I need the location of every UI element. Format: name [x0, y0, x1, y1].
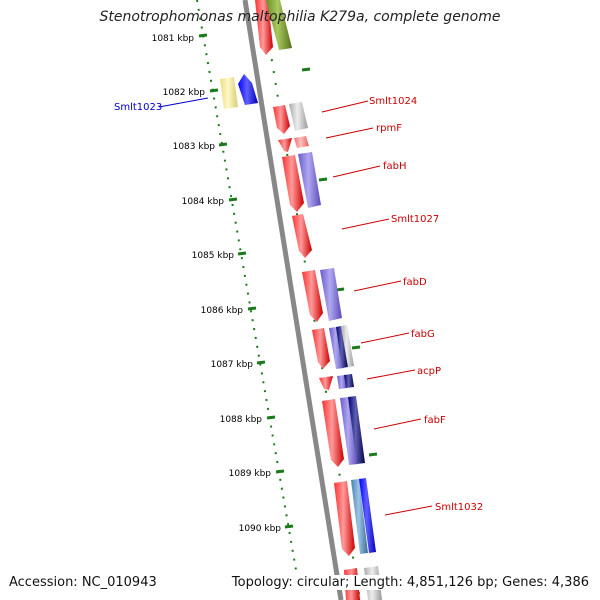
- feature-violet: [329, 327, 344, 369]
- map-title: Stenotrophomonas maltophilia K279a, comp…: [99, 9, 501, 25]
- genome-backbone: [242, 0, 344, 600]
- feature-violet: [340, 397, 358, 465]
- cds-arrow: [319, 376, 333, 390]
- gene-label-smlt1027: Smlt1027: [391, 214, 439, 225]
- tick-label: 1085 kbp: [192, 251, 235, 261]
- scale-track: [196, 0, 297, 571]
- gene-label-smlt1023: Smlt1023: [114, 102, 162, 113]
- accession-text: Accession: NC_010943: [9, 575, 157, 590]
- feature-pink: [294, 136, 309, 148]
- feature-navy: [344, 374, 354, 388]
- cds-arrow: [278, 138, 292, 152]
- feature-navy: [348, 396, 365, 464]
- cds-arrow: [312, 328, 330, 369]
- cds-arrow: [334, 481, 355, 556]
- feature-steel: [351, 479, 368, 554]
- feature-blue: [359, 478, 376, 553]
- tick-label: 1087 kbp: [211, 360, 254, 370]
- cds-arrow: [273, 105, 290, 134]
- feature-olive: [266, 0, 292, 50]
- feature-yellow: [220, 77, 238, 109]
- smlt1023-features: [220, 74, 258, 109]
- gene-label-fabh: fabH: [383, 161, 407, 172]
- label-leaders: [158, 97, 433, 516]
- outer-ticks: [301, 67, 378, 457]
- gene-label-fabf: fabF: [424, 415, 446, 426]
- tick-label: 1088 kbp: [220, 415, 263, 425]
- gene-label-rpmf: rpmF: [376, 123, 402, 134]
- gene-label-smlt1024: Smlt1024: [369, 96, 417, 107]
- topology-text: Topology: circular; Length: 4,851,126 bp…: [231, 575, 589, 590]
- tick-label: 1090 kbp: [239, 524, 282, 534]
- cds-forward-track: [255, 0, 360, 600]
- tick-label: 1086 kbp: [201, 306, 244, 316]
- feature-gray: [289, 102, 308, 131]
- gene-label-fabd: fabD: [403, 277, 427, 288]
- cds-arrow: [255, 0, 273, 55]
- cds-arrow: [282, 155, 304, 212]
- gene-label-acpp: acpP: [417, 366, 441, 377]
- tick-label: 1084 kbp: [182, 197, 225, 207]
- feature-violet: [320, 268, 342, 321]
- gene-label-fabg: fabG: [411, 329, 435, 340]
- gene-label-smlt1032: Smlt1032: [435, 502, 483, 513]
- tick-label: 1089 kbp: [229, 469, 272, 479]
- feature-gray: [341, 325, 354, 367]
- feature-violet: [298, 152, 321, 208]
- feature-track: [266, 0, 382, 600]
- cds-arrow: [292, 214, 312, 258]
- cds-arrow: [302, 270, 323, 322]
- scale-ticks: [198, 33, 294, 529]
- tick-label: 1081 kbp: [152, 34, 195, 44]
- tick-label: 1082 kbp: [163, 88, 206, 98]
- tick-label: 1083 kbp: [173, 142, 216, 152]
- feature-violet: [337, 375, 347, 389]
- cds-arrow: [322, 399, 344, 467]
- feature-navy: [336, 326, 348, 368]
- feature-blue-reverse: [238, 74, 258, 105]
